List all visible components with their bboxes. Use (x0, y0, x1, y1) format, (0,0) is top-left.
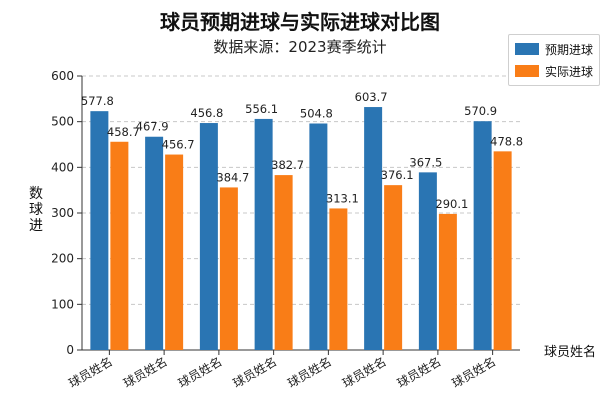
legend-label-actual: 实际进球 (545, 65, 594, 79)
x-tick-label: 球员姓名 (394, 354, 443, 391)
x-tick-label: 球员姓名 (285, 354, 334, 391)
y-tick-label: 500 (51, 115, 74, 129)
data-label-actual: 382.7 (271, 158, 304, 172)
bar-actual (384, 185, 403, 350)
data-label-actual: 313.1 (326, 191, 359, 205)
legend-label-expected: 预期进球 (545, 43, 594, 57)
x-tick-label: 球员姓名 (66, 354, 115, 391)
y-tick-label: 600 (51, 69, 74, 83)
y-tick-label: 100 (51, 297, 74, 311)
data-label-expected: 456.8 (190, 106, 223, 120)
data-label-expected: 467.9 (136, 120, 169, 134)
bar-expected (364, 107, 383, 350)
bar-expected (254, 118, 273, 350)
data-label-expected: 603.7 (355, 90, 388, 104)
bar-actual (438, 213, 457, 350)
bar-expected (90, 111, 109, 350)
data-label-expected: 367.5 (409, 155, 442, 169)
chart-legend: 预期进球 实际进球 (508, 34, 600, 86)
bar-actual (165, 154, 184, 350)
x-tick-label: 球员姓名 (449, 354, 498, 391)
y-axis-label: 数球进 (29, 186, 43, 234)
legend-swatch-actual (515, 65, 539, 77)
bar-actual (493, 151, 512, 350)
bar-actual (274, 175, 293, 350)
data-label-actual: 384.7 (216, 170, 249, 184)
data-label-actual: 376.1 (381, 168, 414, 182)
x-axis-label: 球员姓名 (544, 345, 597, 360)
bar-actual (329, 208, 348, 350)
bar-expected (418, 172, 437, 350)
bar-expected (309, 123, 328, 350)
data-label-actual: 458.7 (107, 125, 140, 139)
data-label-expected: 570.9 (464, 104, 497, 118)
bar-actual (110, 141, 129, 350)
data-label-expected: 556.1 (245, 102, 278, 116)
data-label-actual: 456.7 (162, 138, 195, 152)
y-tick-label: 400 (51, 160, 74, 174)
data-label-actual: 478.8 (490, 134, 523, 148)
y-tick-label: 200 (51, 252, 74, 266)
x-tick-label: 球员姓名 (230, 354, 279, 391)
data-label-expected: 577.8 (81, 94, 114, 108)
data-label-actual: 290.1 (435, 197, 468, 211)
bar-actual (219, 187, 238, 350)
legend-item-expected: 预期进球 (515, 39, 599, 59)
data-label-expected: 504.8 (300, 106, 333, 120)
x-tick-label: 球员姓名 (121, 354, 170, 391)
y-tick-label: 300 (51, 206, 74, 220)
bar-expected (199, 123, 218, 350)
x-tick-label: 球员姓名 (340, 354, 389, 391)
chart-title: 球员预期进球与实际进球对比图 (160, 10, 440, 34)
bar-expected (145, 136, 164, 350)
y-tick-label: 0 (66, 343, 74, 357)
chart-subtitle: 数据来源：2023赛季统计 (213, 38, 387, 56)
legend-item-actual: 实际进球 (515, 61, 599, 81)
bar-expected (473, 121, 492, 351)
legend-swatch-expected (515, 43, 539, 55)
x-tick-label: 球员姓名 (175, 354, 224, 391)
